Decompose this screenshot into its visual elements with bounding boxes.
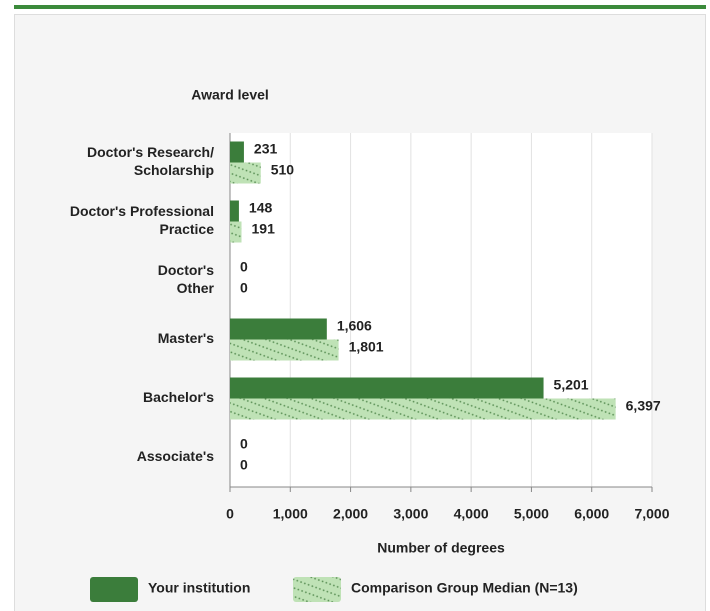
y-tick-label: Master's bbox=[158, 330, 214, 346]
value-label: 0 bbox=[240, 436, 248, 452]
value-label: 191 bbox=[252, 221, 276, 237]
top-rule bbox=[14, 5, 706, 9]
value-label: 510 bbox=[271, 162, 295, 178]
bar bbox=[230, 141, 244, 163]
legend-label: Comparison Group Median (N=13) bbox=[351, 580, 578, 596]
x-tick-label: 5,000 bbox=[514, 506, 549, 522]
x-tick-label: 2,000 bbox=[333, 506, 368, 522]
x-tick-label: 4,000 bbox=[454, 506, 489, 522]
y-tick-label: Other bbox=[177, 280, 215, 296]
bar bbox=[230, 200, 239, 222]
legend-label: Your institution bbox=[148, 580, 250, 596]
bar bbox=[230, 162, 261, 184]
value-label: 1,801 bbox=[349, 339, 384, 355]
y-tick-label: Associate's bbox=[137, 448, 214, 464]
legend-swatch bbox=[293, 577, 341, 602]
y-axis-title: Award level bbox=[191, 87, 269, 103]
x-tick-label: 0 bbox=[226, 506, 234, 522]
y-tick-label: Bachelor's bbox=[143, 389, 214, 405]
bar bbox=[230, 398, 616, 420]
value-label: 1,606 bbox=[337, 318, 372, 334]
y-tick-label: Scholarship bbox=[134, 162, 214, 178]
x-tick-label: 7,000 bbox=[634, 506, 669, 522]
y-tick-label: Doctor's Research/ bbox=[87, 144, 214, 160]
value-label: 5,201 bbox=[554, 377, 589, 393]
x-tick-label: 3,000 bbox=[393, 506, 428, 522]
y-tick-label: Doctor's Professional bbox=[70, 203, 214, 219]
bar bbox=[230, 318, 327, 340]
x-tick-label: 1,000 bbox=[273, 506, 308, 522]
legend-swatch bbox=[90, 577, 138, 602]
value-label: 0 bbox=[240, 457, 248, 473]
value-label: 0 bbox=[240, 280, 248, 296]
value-label: 148 bbox=[249, 200, 273, 216]
bar bbox=[230, 339, 339, 361]
plot-area bbox=[230, 133, 652, 487]
y-tick-label: Practice bbox=[160, 221, 215, 237]
bar bbox=[230, 377, 544, 399]
y-tick-label: Doctor's bbox=[158, 262, 214, 278]
x-axis-title: Number of degrees bbox=[377, 540, 505, 556]
x-tick-label: 6,000 bbox=[574, 506, 609, 522]
value-label: 231 bbox=[254, 141, 278, 157]
value-label: 0 bbox=[240, 259, 248, 275]
bar bbox=[230, 221, 242, 243]
value-label: 6,397 bbox=[626, 398, 661, 414]
